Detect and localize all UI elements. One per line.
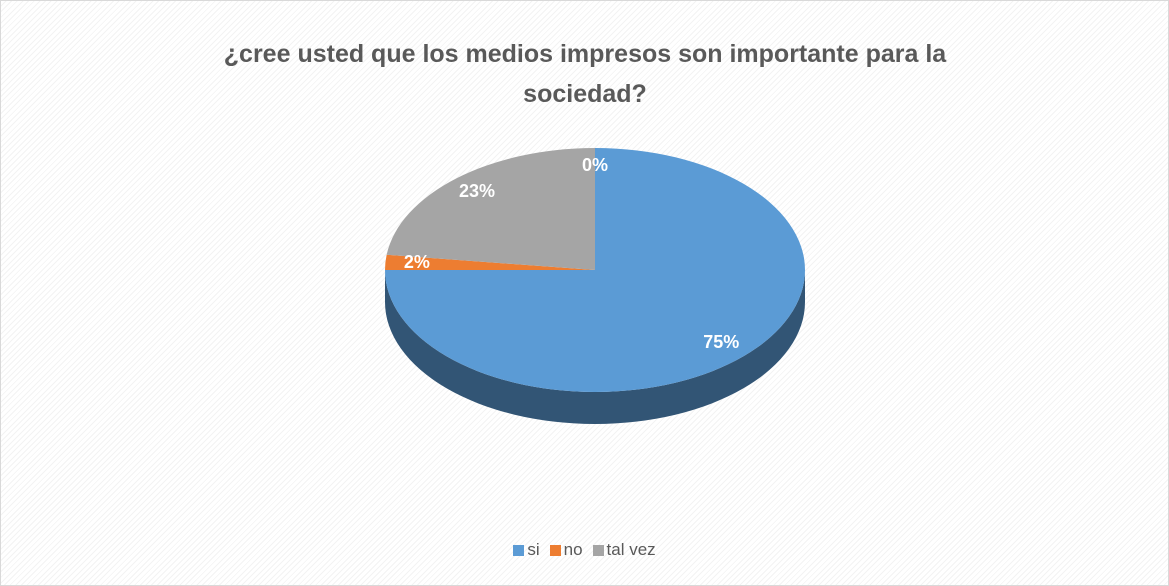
data-label: 2% <box>404 252 430 272</box>
data-label: 23% <box>459 181 495 201</box>
data-label: 0% <box>582 155 608 175</box>
pie-slice <box>386 148 595 270</box>
pie-slice <box>385 254 595 270</box>
pie-side <box>385 270 805 424</box>
legend-label: tal vez <box>606 540 656 559</box>
data-label: 75% <box>703 332 739 352</box>
chart-title: ¿cree usted que los medios impresos son … <box>223 40 947 108</box>
legend: si no tal vez <box>0 540 1169 560</box>
legend-swatch <box>549 544 561 556</box>
legend-swatch <box>592 544 604 556</box>
legend-entry: si <box>513 540 540 560</box>
legend-label: no <box>563 540 583 559</box>
legend-entry: no <box>549 540 583 560</box>
legend-swatch <box>513 544 525 556</box>
legend-entry: tal vez <box>592 540 656 560</box>
legend-label: si <box>527 540 540 559</box>
